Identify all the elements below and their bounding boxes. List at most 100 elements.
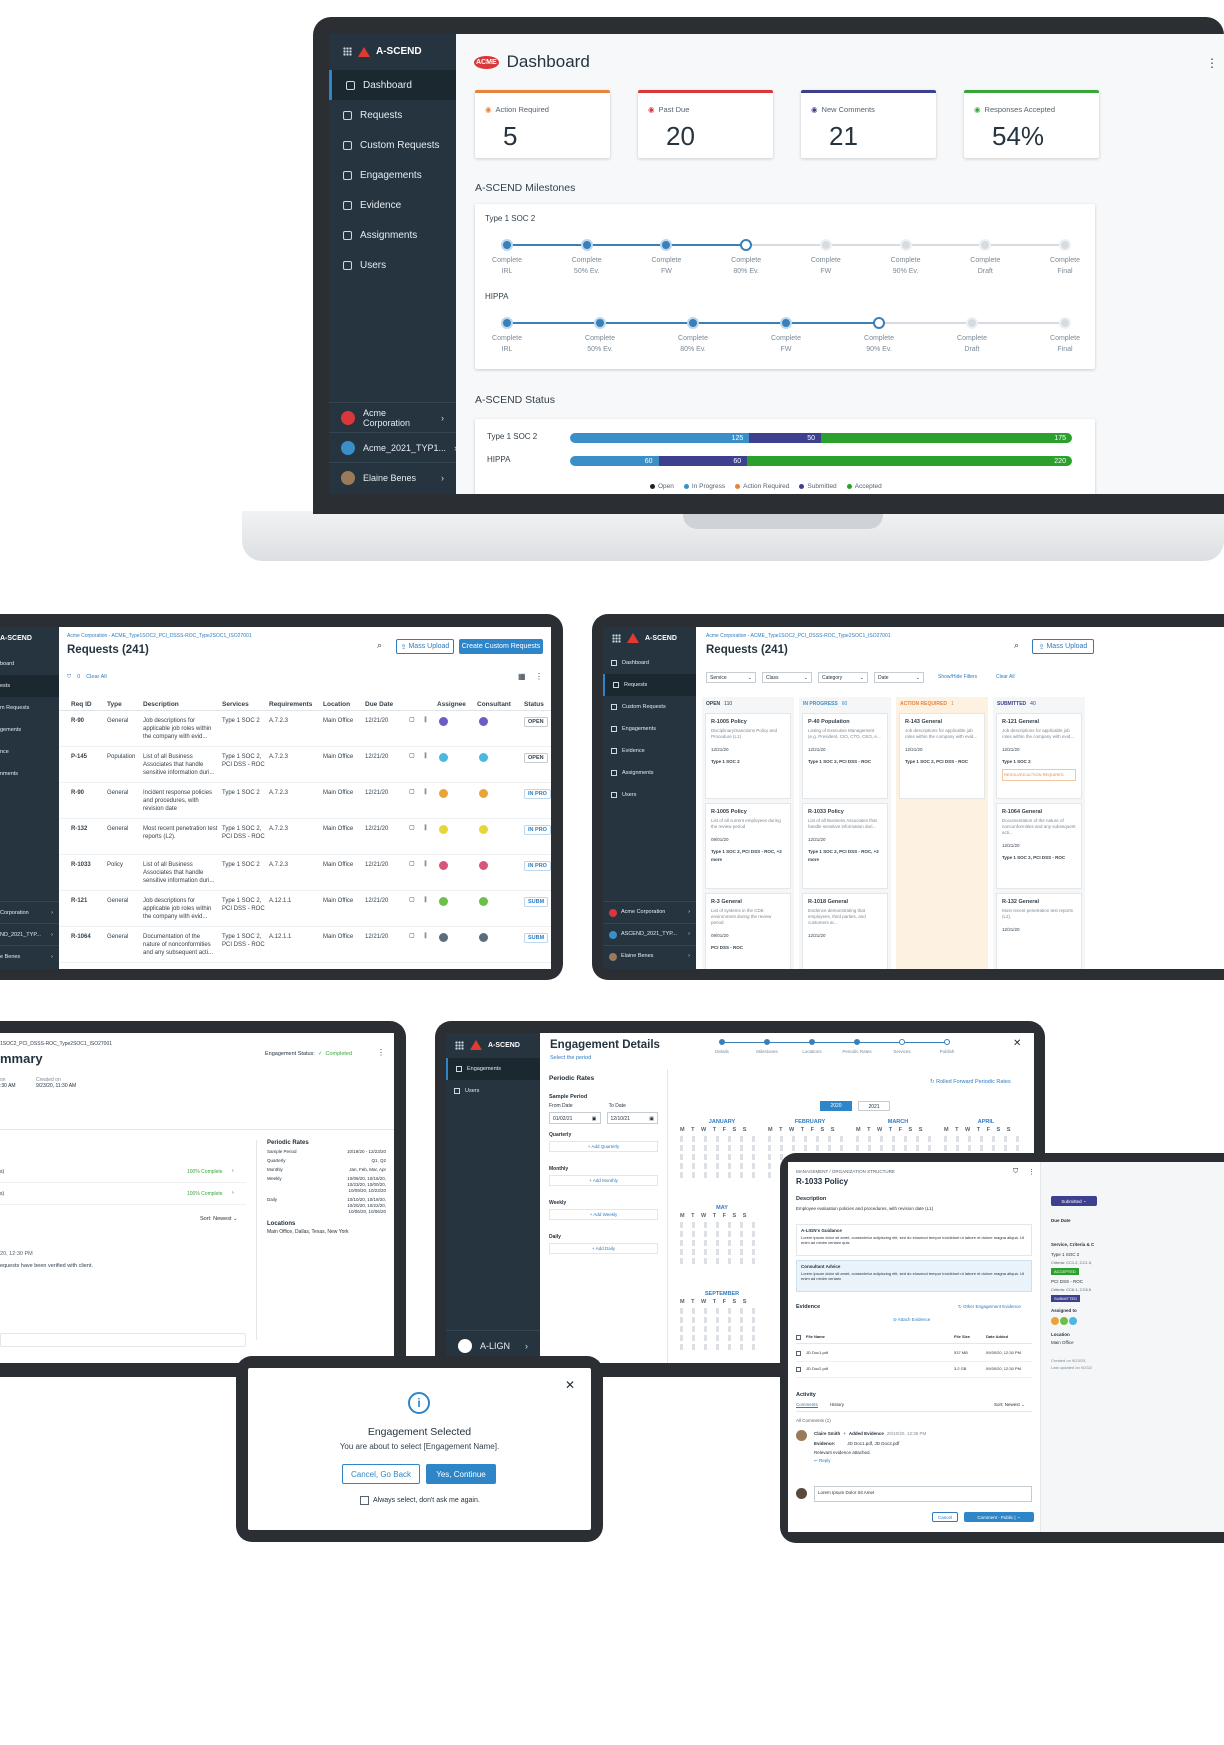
- column-header[interactable]: Assignee: [437, 701, 466, 708]
- yes-continue-button[interactable]: Yes, Continue: [426, 1464, 496, 1484]
- milestone-dot[interactable]: [687, 317, 699, 329]
- file-column-header[interactable]: File Name: [806, 1334, 825, 1339]
- request-card[interactable]: R-121 General Job descriptions for applic…: [996, 713, 1082, 799]
- milestone-dot[interactable]: [780, 317, 792, 329]
- more-menu-icon[interactable]: ⋮: [377, 1048, 385, 1057]
- status-badge[interactable]: OPEN: [524, 753, 548, 763]
- milestone-dot[interactable]: [1059, 239, 1071, 251]
- step-dot[interactable]: [764, 1039, 770, 1045]
- status-badge[interactable]: IN PRO: [524, 825, 551, 835]
- milestone-dot[interactable]: [740, 239, 753, 251]
- column-header[interactable]: Type: [107, 701, 122, 708]
- sidebar-item-users[interactable]: Users: [329, 250, 456, 280]
- table-row[interactable]: P-145 Population List of all Business Asso…: [59, 747, 551, 783]
- paperclip-icon[interactable]: ∥: [424, 861, 427, 867]
- request-card[interactable]: R-3 General List of systems in the CDE en…: [705, 893, 791, 969]
- comment-icon[interactable]: ▢: [409, 861, 415, 867]
- mass-upload-button[interactable]: ⇪ Mass Upload: [396, 639, 454, 654]
- sidebar-item-engagements[interactable]: Engagements: [329, 160, 456, 190]
- more-menu-icon[interactable]: ⋮: [1028, 1169, 1035, 1176]
- assignee-avatar[interactable]: [439, 861, 448, 870]
- account-a-lign[interactable]: A-LIGN ›: [446, 1330, 540, 1360]
- attach-evidence-link[interactable]: ⊘ Attach Evidence: [893, 1317, 931, 1322]
- grid-view-icon[interactable]: ▦: [518, 672, 526, 681]
- sort-dropdown[interactable]: Sort: Newest ⌄: [200, 1216, 238, 1222]
- paperclip-icon[interactable]: ∥: [424, 897, 427, 903]
- search-icon[interactable]: ⌕: [377, 640, 383, 650]
- request-card[interactable]: R-1005 Policy Disciplinary/Sanctions Poli…: [705, 713, 791, 799]
- account-item[interactable]: Acme Corporation ›: [329, 402, 456, 432]
- column-header[interactable]: Due Date: [365, 701, 394, 708]
- comment-icon[interactable]: ▢: [409, 825, 415, 831]
- assignee-avatar[interactable]: [439, 789, 448, 798]
- request-card[interactable]: R-1064 General Documentation of the natur…: [996, 803, 1082, 889]
- apps-grid-icon[interactable]: [343, 47, 352, 56]
- clear-all-link[interactable]: Clear All: [86, 674, 107, 680]
- paperclip-icon[interactable]: ∥: [424, 933, 427, 939]
- milestone-dot[interactable]: [819, 239, 832, 251]
- sidebar-item-assignments[interactable]: Assignments: [329, 220, 456, 250]
- consultant-avatar[interactable]: [479, 789, 488, 798]
- consultant-avatar[interactable]: [479, 861, 488, 870]
- status-badge[interactable]: SUBM: [524, 897, 549, 907]
- activity-tab[interactable]: History: [830, 1402, 845, 1407]
- rolled-forward-link[interactable]: ↻ Rolled Forward Periodic Rates: [930, 1079, 1011, 1085]
- add-period-button[interactable]: + Add Monthly: [549, 1175, 658, 1186]
- comment-icon[interactable]: ▢: [409, 789, 415, 795]
- stat-card[interactable]: ◉ Action Required 5: [475, 90, 610, 158]
- column-header[interactable]: Services: [222, 701, 249, 708]
- table-row[interactable]: R-1064 General Documentation of the nature…: [59, 927, 551, 963]
- assignee-avatar[interactable]: [439, 933, 448, 942]
- consultant-avatar[interactable]: [479, 825, 488, 834]
- file-column-header[interactable]: File Size: [954, 1334, 971, 1339]
- cancel-button[interactable]: Cancel: [932, 1512, 958, 1522]
- to-date-input[interactable]: 12/10/21 ▣: [606, 1112, 658, 1124]
- milestone-dot[interactable]: [966, 317, 978, 329]
- account-item[interactable]: Acme_2021_TYP1... ›: [329, 432, 457, 462]
- assignee-avatars[interactable]: [1051, 1317, 1077, 1325]
- milestone-dot[interactable]: [899, 239, 912, 251]
- file-checkbox[interactable]: [796, 1351, 801, 1356]
- file-row[interactable]: JD Doc1.pdf 537 MB 09/30/20, 12:30 PM: [796, 1348, 1032, 1362]
- paperclip-icon[interactable]: ∥: [424, 753, 427, 759]
- request-card[interactable]: R-1005 Policy List of all current employe…: [705, 803, 791, 889]
- account-item[interactable]: Corporation ›: [0, 901, 59, 923]
- filter-dropdown[interactable]: Category ⌄: [818, 672, 868, 683]
- sidebar-item[interactable]: m Requests: [0, 705, 30, 711]
- milestone-dot[interactable]: [1059, 317, 1071, 329]
- more-menu-icon[interactable]: ⋮: [1206, 56, 1218, 70]
- sidebar-item-evidence[interactable]: Evidence: [329, 190, 456, 220]
- consultant-avatar[interactable]: [479, 933, 488, 942]
- table-row[interactable]: R-1033 Policy List of all Business Associa…: [59, 855, 551, 891]
- consultant-avatar[interactable]: [479, 753, 488, 762]
- search-icon[interactable]: ⌕: [1014, 640, 1020, 650]
- summary-row[interactable]: s) 100% Complete ›: [0, 1163, 246, 1183]
- close-icon[interactable]: ✕: [1013, 1038, 1022, 1049]
- consultant-avatar[interactable]: [479, 897, 488, 906]
- sidebar-item-engagements[interactable]: Engagements: [446, 1058, 540, 1080]
- file-row[interactable]: JD Doc2.pdf 3.2 GB 09/30/20, 12:30 PM: [796, 1364, 1032, 1378]
- sidebar-item-engagements[interactable]: Engagements: [603, 718, 696, 740]
- sidebar-item-dashboard[interactable]: Dashboard: [603, 652, 696, 674]
- sidebar-item-custom-requests[interactable]: Custom Requests: [329, 130, 456, 160]
- account-item[interactable]: Elaine Benes ›: [603, 945, 696, 967]
- sidebar-item-dashboard[interactable]: Dashboard: [329, 70, 456, 100]
- file-checkbox[interactable]: [796, 1367, 801, 1372]
- account-item[interactable]: ND_2021_TYP... ›: [0, 923, 59, 945]
- breadcrumb[interactable]: MANAGEMENT / ORGANIZATION STRUCTURE: [796, 1169, 895, 1174]
- filter-dropdown[interactable]: Service ⌄: [706, 672, 756, 683]
- reply-link[interactable]: ↩ Reply: [814, 1458, 831, 1463]
- request-card[interactable]: R-1033 Policy List of all Business Associ…: [802, 803, 888, 889]
- milestone-dot[interactable]: [660, 239, 673, 251]
- filter-icon[interactable]: ⛉: [1013, 1168, 1019, 1175]
- column-header[interactable]: Requirements: [269, 701, 313, 708]
- cancel-go-back-button[interactable]: Cancel, Go Back: [342, 1464, 420, 1484]
- sidebar-item[interactable]: gements: [0, 727, 22, 733]
- close-icon[interactable]: ✕: [564, 1378, 575, 1392]
- assignee-avatar[interactable]: [439, 717, 448, 726]
- account-item[interactable]: Acme Corporation ›: [603, 901, 696, 923]
- comment-icon[interactable]: ▢: [409, 753, 415, 759]
- column-header[interactable]: Consultant: [477, 701, 511, 708]
- assignee-avatar[interactable]: [439, 897, 448, 906]
- year-tab[interactable]: 2021: [858, 1101, 890, 1111]
